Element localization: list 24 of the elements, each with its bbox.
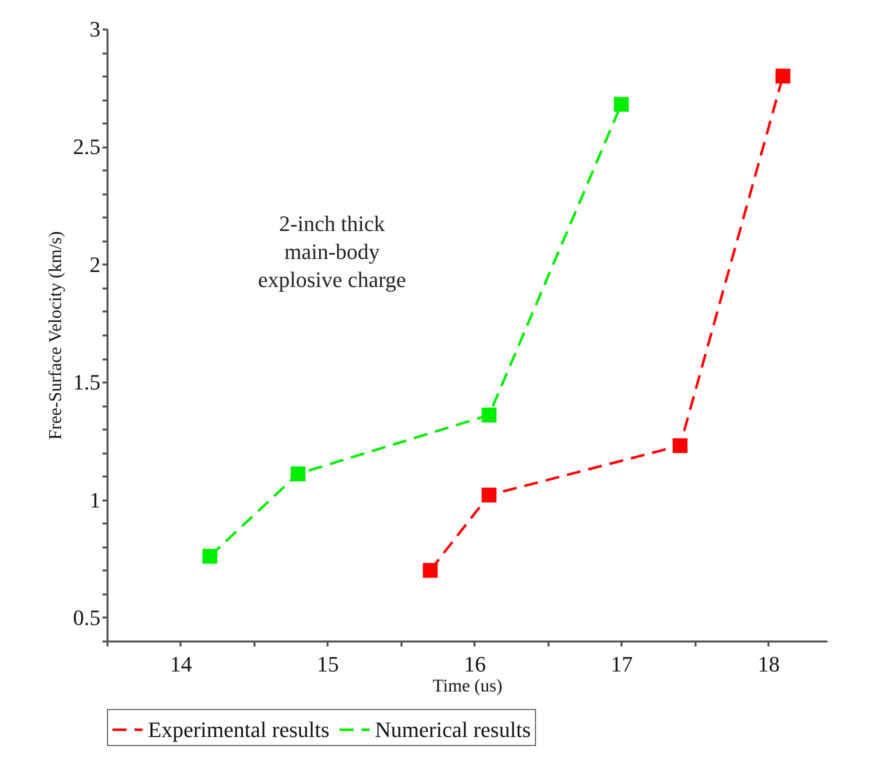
x-axis-title: Time (us) bbox=[432, 676, 502, 696]
point bbox=[614, 96, 629, 112]
y-tick-label: 2.5 bbox=[73, 134, 100, 160]
y-tick-label: 1.5 bbox=[73, 370, 100, 395]
point bbox=[672, 438, 688, 454]
y-tick-label: 0.5 bbox=[73, 604, 100, 630]
point bbox=[776, 68, 790, 84]
point bbox=[422, 562, 438, 578]
annotation: 2-inch thick main-body explosive charge bbox=[258, 211, 406, 292]
point bbox=[290, 466, 306, 482]
x-tick-label: 14 bbox=[170, 652, 192, 676]
x-tick-label: 16 bbox=[464, 652, 486, 676]
legend-label: Numerical results bbox=[375, 716, 531, 742]
point bbox=[202, 548, 218, 564]
point bbox=[482, 488, 496, 502]
x-tick-label: 18 bbox=[758, 652, 780, 676]
y-tick-label: 3 bbox=[90, 16, 100, 42]
point bbox=[482, 408, 496, 422]
y-tick-label: 2 bbox=[90, 252, 100, 277]
y-tick-label: 1 bbox=[90, 487, 100, 512]
x-tick-label: 17 bbox=[610, 652, 633, 676]
x-tick-label: 15 bbox=[316, 652, 339, 676]
y-axis-title: Free-Surface Velocity (km/s) bbox=[45, 231, 65, 440]
legend-label: Experimental results bbox=[148, 716, 330, 742]
